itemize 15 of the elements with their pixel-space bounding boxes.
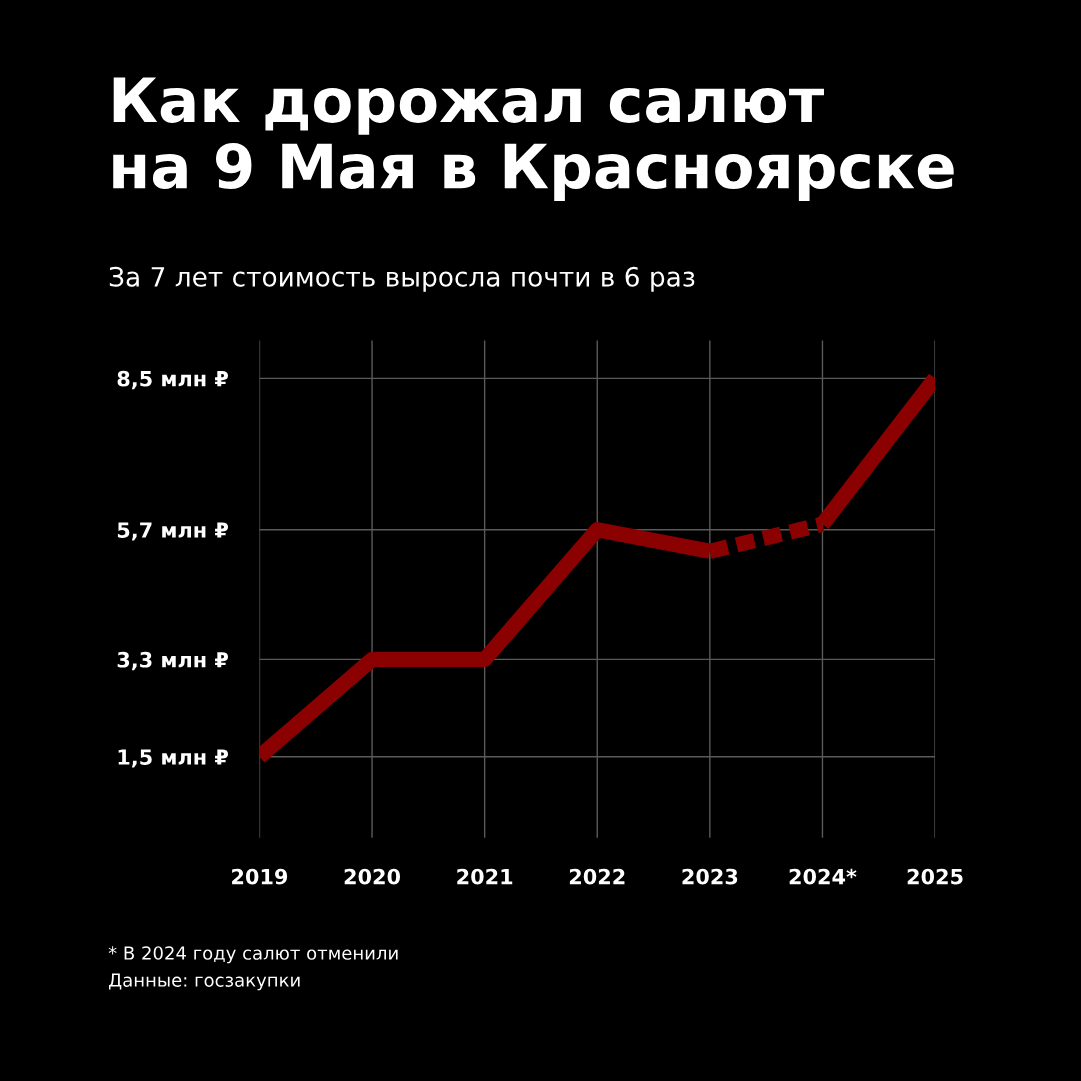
x-tick-label: 2019: [232, 868, 288, 885]
y-tick-label: 5,7 млн ₽: [117, 522, 229, 541]
chart-title: Как дорожал салют на 9 Мая в Красноярске: [113, 77, 954, 201]
y-tick-label: 1,5 млн ₽: [118, 749, 229, 768]
x-tick-label: 2022: [569, 868, 625, 885]
x-tick-label: 2025: [907, 868, 963, 885]
x-tick-label: 2021: [457, 868, 513, 885]
chart-subtitle: За 7 лет стоимость выросла почти в 6 раз: [109, 266, 695, 292]
x-tick-label: 2024*: [789, 868, 857, 885]
x-tick-label: 2020: [344, 868, 401, 885]
y-tick-label: 8,5 млн ₽: [117, 370, 229, 390]
text: * В 2024 году салют отменили: [108, 946, 398, 964]
x-tick-label: 2023: [682, 868, 738, 885]
text: Данные: госзакупки: [108, 973, 300, 991]
y-tick-label: 3,3 млн ₽: [117, 651, 229, 671]
